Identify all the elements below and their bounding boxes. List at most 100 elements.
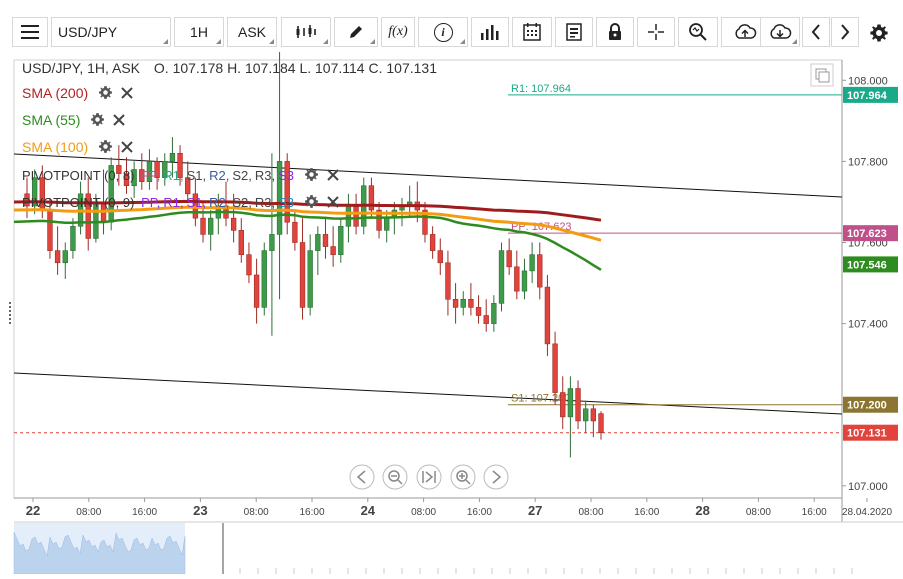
toolbar: USD/JPY 1H ASK f(x) i [0,0,903,52]
candle-body [575,388,581,422]
candle-body [131,169,137,187]
info-button[interactable]: i [418,17,468,47]
draw-button[interactable] [334,17,378,47]
trendline-lower [13,372,843,415]
candle-body [246,254,252,276]
candle-body [307,250,313,308]
pivot-item: S2, [232,168,252,183]
calendar-button[interactable] [512,17,552,47]
price-type-select[interactable]: ASK [227,17,277,47]
nav-reset-button[interactable] [416,464,442,490]
nav-left-button[interactable] [349,464,375,490]
navigator-area [13,531,186,575]
candle-body [529,254,535,272]
indicator-label: SMA (100) [22,139,89,155]
gear-icon[interactable] [98,85,113,100]
pivot-item: S3 [278,168,294,183]
candle-body [200,217,206,235]
zoom-in-plus [459,473,471,485]
close-icon[interactable] [327,196,339,208]
document-icon [566,23,582,41]
indicator-legend-row: SMA (200) [22,85,133,101]
gear-icon[interactable] [90,112,105,127]
gear-icon[interactable] [304,167,319,182]
candle-body [169,152,176,162]
pivot-label: PIVOTPOINT (0, 9) [22,195,135,210]
nav-right-button[interactable] [483,464,509,490]
chart-type-button[interactable] [281,17,331,47]
download-button[interactable] [760,17,800,47]
close-icon[interactable] [327,169,339,181]
pivot-label: PIVOTPOINT (0, 8) [22,168,135,183]
candle-body [422,209,428,235]
candle-body [544,286,551,345]
candle-body [338,225,344,255]
candle-body [514,266,520,292]
nav-zoom-in-button[interactable] [450,464,476,490]
x-tick-label: 28.04.2020 [842,507,892,518]
candle-body [384,217,390,231]
gear-icon[interactable] [304,194,319,209]
y-tick-label: 107.400 [848,319,888,331]
lock-button[interactable] [596,17,634,47]
indicators-button[interactable]: f(x) [381,17,415,47]
y-tick-label: 107.800 [848,156,888,168]
candle-body [330,246,336,255]
scroll-right-button[interactable] [831,17,859,47]
settings-button[interactable] [866,20,892,46]
pivot-legend-row: PIVOTPOINT (0, 9) PP, R1, S1, R2, S2, R3, S3 [22,194,339,210]
candle-body [70,225,76,251]
close-icon[interactable] [121,87,133,99]
candle-body [154,161,160,178]
x-tick-label: 08:00 [578,507,603,518]
candle-body [230,217,237,231]
x-tick-label: 23 [193,503,207,518]
nav-zoom-out-button[interactable] [382,464,408,490]
close-icon[interactable] [113,114,126,126]
price-tag [843,86,898,103]
candle-body [269,234,275,251]
pivot-level-label: R1: 107.964 [511,83,571,95]
candle-body [276,161,283,235]
price-chart[interactable]: 108.000107.800107.600107.400107.200107.0… [0,51,903,575]
candle-body [31,177,38,207]
x-tick-label: 08:00 [746,507,771,518]
candle-body [506,250,512,268]
x-tick-label: 16:00 [634,507,659,518]
lock-icon [609,23,621,40]
chart-header: USD/JPY, 1H, ASK O. 107.178 H. 107.184 L… [22,60,437,76]
menu-button[interactable] [12,17,48,47]
candle-body [116,165,122,174]
indicator-legend-row: SMA (100) [22,139,133,155]
candle-body [483,315,489,324]
zoom-in-icon [456,470,468,482]
candle-body [139,169,145,182]
symbol-select[interactable]: USD/JPY [51,17,171,47]
bar-chart-icon [481,25,499,40]
candle-body [238,230,244,255]
candle-body [590,408,597,422]
candle-body [208,217,214,235]
timeframe-select[interactable]: 1H [174,17,224,47]
nav-left-icon [356,470,366,484]
report-button[interactable] [555,17,593,47]
candle-body [567,388,574,418]
candle-body [552,343,558,393]
x-tick-label: 16:00 [467,507,492,518]
sma-100-line [13,205,602,242]
pivot-legend-row: PIVOTPOINT (0, 8) PP, R1, S1, R2, S2, R3, S3 [22,167,339,183]
crosshair-button[interactable] [637,17,675,47]
y-tick-label: 108.000 [848,75,888,87]
chart-area[interactable]: 108.000107.800107.600107.400107.200107.0… [0,51,903,575]
candle-body [583,408,589,422]
pivot-item: S1, [186,168,207,183]
pivot-item: R3, [254,195,276,210]
gear-icon[interactable] [98,139,113,154]
candle-body [123,173,130,187]
calendar-icon [523,23,541,41]
pivot-item: R1, [163,168,184,183]
close-icon[interactable] [121,141,133,153]
statistics-button[interactable] [471,17,509,47]
zoom-button[interactable] [678,17,718,47]
scroll-left-button[interactable] [802,17,830,47]
